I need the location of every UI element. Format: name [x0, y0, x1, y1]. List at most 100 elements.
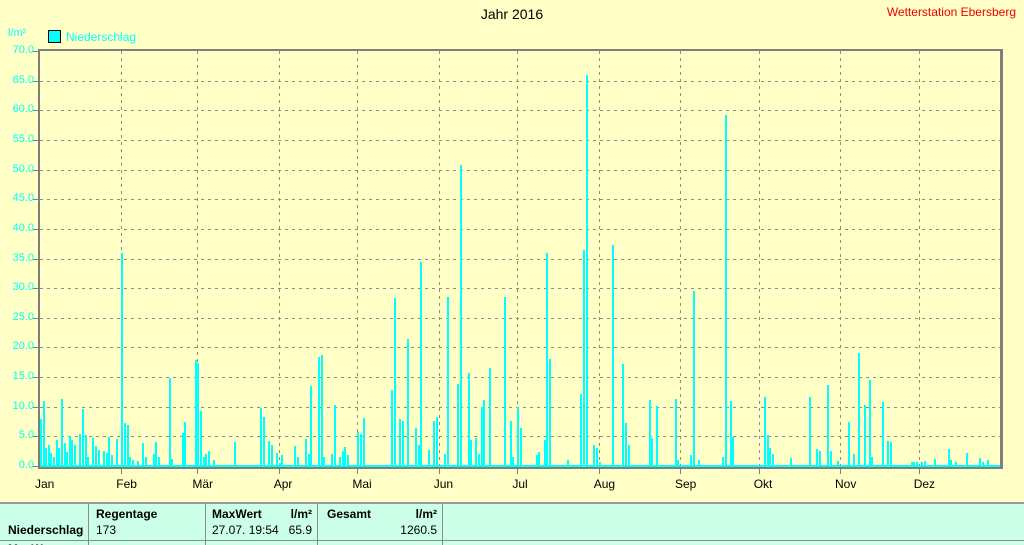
- month-label: Jan: [35, 477, 55, 491]
- x-tick: [517, 469, 519, 474]
- precipitation-bar: [622, 364, 625, 466]
- precipitation-bar: [262, 416, 265, 466]
- precipitation-bar: [320, 355, 323, 466]
- y-tick: [33, 228, 38, 230]
- precipitation-bar: [95, 446, 98, 466]
- precipitation-bar: [947, 449, 950, 466]
- precipitation-bar: [97, 450, 100, 466]
- page-title: Jahr 2016: [480, 6, 544, 22]
- precipitation-bar: [53, 456, 56, 466]
- y-tick-label: 45.0: [12, 192, 34, 205]
- month-label: Mai: [352, 477, 372, 491]
- x-tick: [121, 469, 123, 474]
- precipitation-bar: [819, 451, 822, 466]
- precipitation-bar: [268, 440, 271, 466]
- precipitation-bar: [331, 454, 334, 466]
- precipitation-bar: [598, 461, 601, 466]
- gridline-y: [40, 258, 1000, 260]
- precipitation-bar: [674, 399, 677, 466]
- precipitation-bar: [234, 442, 237, 466]
- x-tick: [918, 469, 920, 474]
- precipitation-bar: [110, 454, 113, 466]
- precipitation-bar: [323, 457, 326, 466]
- precipitation-bar: [829, 451, 832, 466]
- precipitation-bar: [307, 454, 310, 466]
- precipitation-bar: [47, 445, 50, 466]
- precipitation-bar: [889, 442, 892, 466]
- precipitation-bar: [42, 400, 45, 466]
- precipitation-bar: [417, 444, 420, 466]
- precipitation-bar: [459, 164, 462, 466]
- gridline-y: [40, 228, 1000, 230]
- precipitation-bar: [871, 457, 874, 466]
- gridline-month: [918, 51, 920, 466]
- y-tick: [33, 317, 38, 319]
- precipitation-bar: [158, 457, 161, 466]
- gesamt-unit-value: 1260.5: [400, 523, 437, 537]
- precipitation-bar: [881, 401, 884, 466]
- precipitation-bar: [74, 445, 77, 466]
- maxwert-header: MaxWert: [212, 507, 262, 521]
- precipitation-bar: [205, 454, 208, 466]
- precipitation-bar: [769, 448, 772, 466]
- precipitation-bar: [724, 115, 727, 466]
- precipitation-bar: [333, 404, 336, 466]
- precipitation-bar: [858, 352, 861, 466]
- precipitation-bar: [847, 421, 850, 466]
- x-tick: [758, 469, 760, 474]
- precipitation-bar: [986, 460, 989, 466]
- precipitation-bar: [310, 385, 313, 466]
- precipitation-bar: [260, 407, 263, 466]
- y-tick: [33, 169, 38, 171]
- precipitation-bar: [913, 461, 916, 466]
- precipitation-bar: [965, 452, 968, 466]
- y-tick-label: 65.0: [12, 73, 34, 86]
- precipitation-bar: [651, 438, 654, 466]
- x-tick: [278, 469, 280, 474]
- x-tick: [598, 469, 600, 474]
- precipitation-bar: [504, 297, 507, 466]
- precipitation-bar: [344, 447, 347, 466]
- station-label: Wetterstation Ebersberg: [886, 5, 1016, 19]
- gridline-month: [840, 51, 841, 466]
- maxwert-unit-header: l/m²: [290, 507, 312, 521]
- gridline-month: [278, 51, 280, 466]
- regentage-header: Regentage: [96, 507, 158, 521]
- precipitation-bar: [624, 423, 627, 466]
- precipitation-bar: [108, 436, 111, 466]
- precipitation-bar: [362, 417, 365, 466]
- precipitation-bar: [763, 397, 766, 466]
- y-tick-label: 60.0: [12, 103, 34, 116]
- gridline-month: [438, 51, 440, 466]
- precipitation-bar: [276, 452, 279, 466]
- precipitation-bar: [698, 460, 701, 466]
- y-tick: [33, 199, 38, 201]
- precipitation-bar: [443, 454, 446, 466]
- y-tick: [33, 139, 38, 141]
- precipitation-bar: [567, 460, 570, 466]
- precipitation-bar: [420, 262, 423, 466]
- precipitation-bar: [457, 384, 460, 466]
- precipitation-bar: [152, 454, 155, 466]
- precipitation-bar: [656, 405, 659, 466]
- x-tick: [840, 469, 841, 474]
- precipitation-bar: [66, 451, 69, 466]
- gridline-y: [40, 347, 1000, 349]
- precipitation-bar: [297, 457, 300, 466]
- y-tick-label: 10.0: [12, 399, 34, 412]
- precipitation-bar: [433, 420, 436, 466]
- gridline-month: [517, 51, 519, 466]
- y-tick-label: 25.0: [12, 310, 34, 323]
- y-tick: [33, 436, 38, 438]
- precipitation-bar: [446, 297, 449, 466]
- precipitation-bar: [281, 454, 284, 466]
- precipitation-bar: [808, 396, 811, 466]
- month-label: Dez: [913, 477, 936, 491]
- precipitation-bar: [596, 448, 599, 466]
- precipitation-bar: [318, 356, 321, 466]
- table-separator: [88, 504, 89, 545]
- gridline-month: [680, 51, 681, 466]
- table-separator: [205, 504, 206, 545]
- precipitation-bar: [543, 439, 546, 466]
- precipitation-bar: [520, 428, 522, 466]
